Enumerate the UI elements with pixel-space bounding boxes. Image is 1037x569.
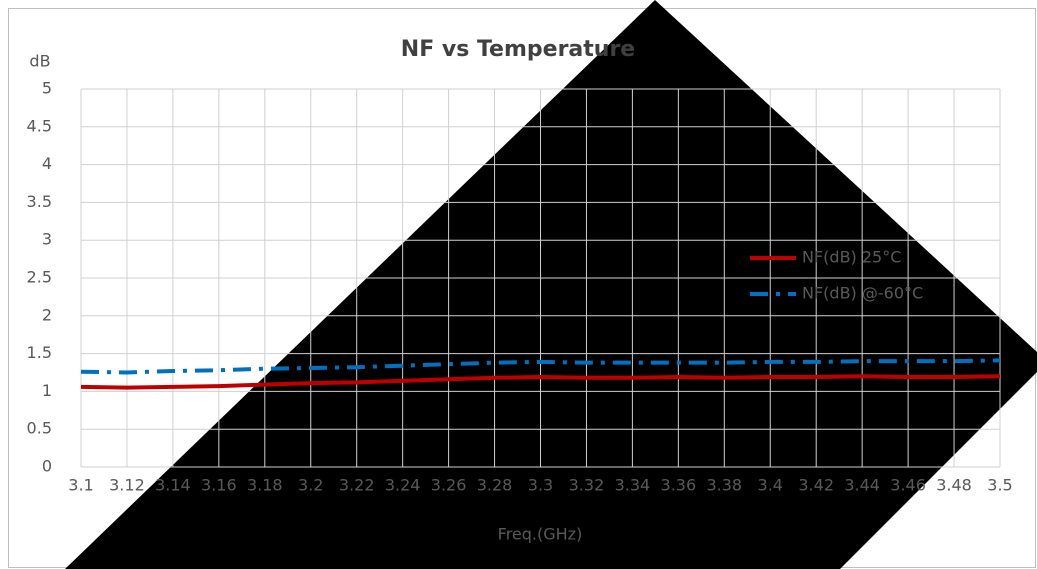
- y-tick-label: 3.5: [27, 192, 52, 211]
- x-tick-label: 3.38: [706, 476, 742, 495]
- legend-label: NF(dB) @-60°C: [802, 284, 923, 303]
- x-tick-label: 3.22: [339, 476, 375, 495]
- y-tick-label: 5: [42, 79, 52, 98]
- x-tick-label: 3.24: [385, 476, 421, 495]
- y-tick-label: 1: [42, 381, 52, 400]
- x-tick-label: 3.14: [155, 476, 191, 495]
- x-axis-label: Freq.(GHz): [498, 525, 583, 544]
- x-tick-label: 3.36: [661, 476, 697, 495]
- x-tick-label: 3.42: [798, 476, 834, 495]
- y-tick-label: 3: [42, 230, 52, 249]
- y-tick-label: 0: [42, 457, 52, 476]
- y-tick-label: 2.5: [27, 268, 52, 287]
- x-tick-label: 3.46: [890, 476, 926, 495]
- occluding-shape: [65, 0, 1037, 569]
- x-tick-label: 3.4: [758, 476, 783, 495]
- x-tick-label: 3.18: [247, 476, 283, 495]
- x-tick-label: 3.48: [936, 476, 972, 495]
- legend-label: NF(dB) 25°C: [802, 248, 901, 267]
- y-tick-label: 4.5: [27, 116, 52, 135]
- x-tick-label: 3.12: [109, 476, 145, 495]
- x-tick-label: 3.5: [987, 476, 1012, 495]
- y-tick-label: 0.5: [27, 419, 52, 438]
- series-line: [80, 358, 1001, 375]
- chart-title: NF vs Temperature: [401, 37, 635, 62]
- y-tick-label: 4: [42, 154, 52, 173]
- series-line: [80, 374, 1001, 390]
- x-tick-label: 3.1: [68, 476, 93, 495]
- x-tick-label: 3.34: [615, 476, 651, 495]
- y-tick-label: 2: [42, 305, 52, 324]
- x-tick-label: 3.26: [431, 476, 467, 495]
- x-tick-label: 3.32: [569, 476, 605, 495]
- x-tick-label: 3.16: [201, 476, 237, 495]
- x-tick-label: 3.2: [298, 476, 323, 495]
- x-tick-label: 3.28: [477, 476, 513, 495]
- x-tick-label: 3.44: [844, 476, 880, 495]
- y-tick-label: 1.5: [27, 343, 52, 362]
- y-axis-label: dB: [29, 52, 50, 71]
- x-tick-label: 3.3: [528, 476, 553, 495]
